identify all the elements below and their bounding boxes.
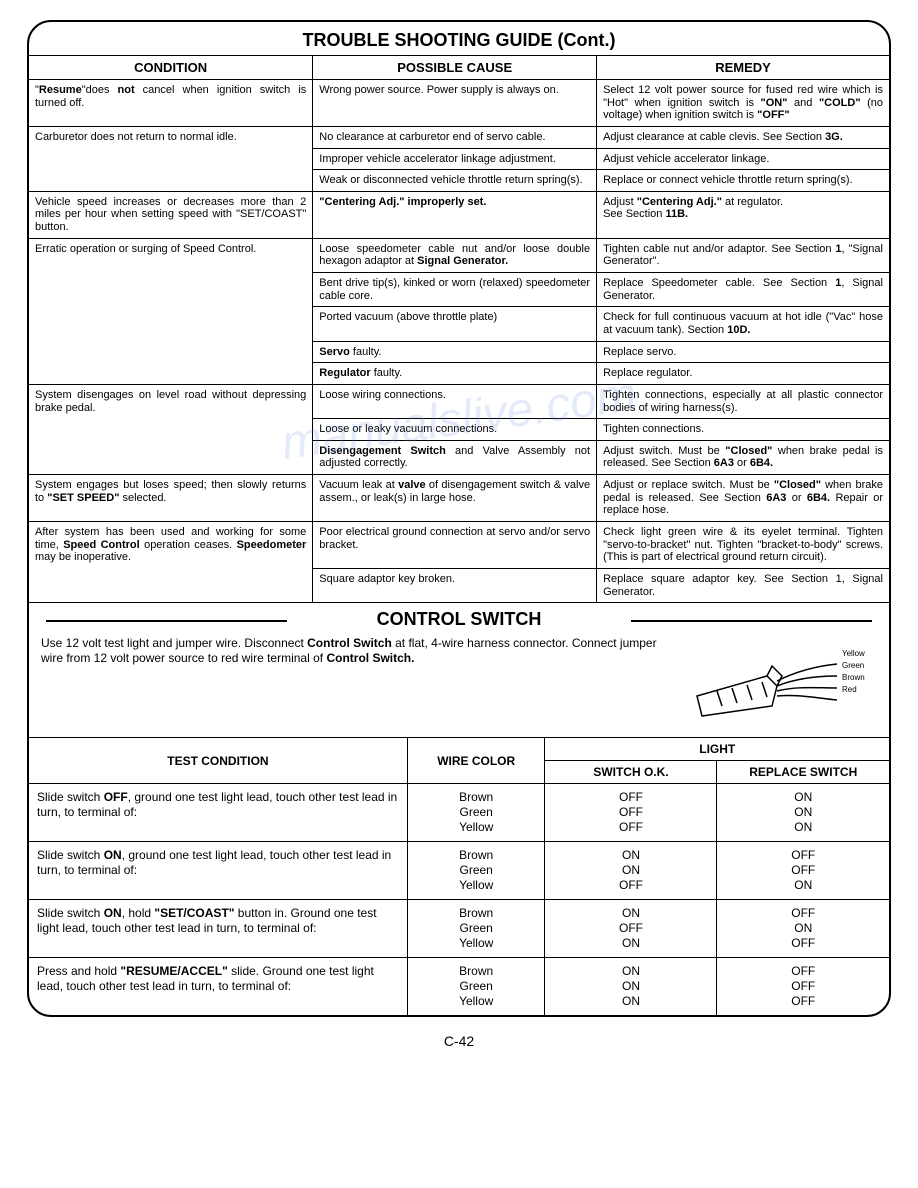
condition-cell: System engages but loses speed; then slo…: [29, 475, 313, 522]
remedy-cell: Replace servo.: [597, 341, 889, 363]
remedy-cell: Replace Speedometer cable. See Section 1…: [597, 273, 889, 307]
cause-cell: Loose wiring connections.: [313, 384, 597, 418]
th-cause: POSSIBLE CAUSE: [313, 56, 597, 80]
remedy-cell: Replace regulator.: [597, 363, 889, 385]
cause-cell: Bent drive tip(s), kinked or worn (relax…: [313, 273, 597, 307]
cause-cell: "Centering Adj." improperly set.: [313, 191, 597, 238]
condition-cell: Erratic operation or surging of Speed Co…: [29, 238, 313, 384]
cause-cell: Loose speedometer cable nut and/or loose…: [313, 238, 597, 272]
th-condition: CONDITION: [29, 56, 313, 80]
condition-cell: "Resume"does not cancel when ignition sw…: [29, 80, 313, 127]
switch-ok-cell: ONONON: [545, 958, 717, 1016]
cause-cell: No clearance at carburetor end of servo …: [313, 126, 597, 148]
th-light: LIGHT: [545, 738, 889, 761]
remedy-cell: Check for full continuous vacuum at hot …: [597, 307, 889, 341]
condition-cell: Carburetor does not return to normal idl…: [29, 126, 313, 191]
troubleshooting-table: CONDITION POSSIBLE CAUSE REMEDY "Resume"…: [29, 56, 889, 603]
remedy-cell: Adjust vehicle accelerator linkage.: [597, 148, 889, 170]
cause-cell: Vacuum leak at valve of disengagement sw…: [313, 475, 597, 522]
remedy-cell: Replace or connect vehicle throttle retu…: [597, 170, 889, 192]
remedy-cell: Select 12 volt power source for fused re…: [597, 80, 889, 127]
page-number: C-42: [20, 1017, 898, 1065]
remedy-cell: Adjust switch. Must be "Closed" when bra…: [597, 440, 889, 474]
cause-cell: Servo faulty.: [313, 341, 597, 363]
control-switch-intro-text: Use 12 volt test light and jumper wire. …: [41, 636, 677, 666]
test-condition-cell: Press and hold "RESUME/ACCEL" slide. Gro…: [29, 958, 407, 1016]
wire-color-cell: BrownGreenYellow: [407, 900, 545, 958]
cause-cell: Square adaptor key broken.: [313, 568, 597, 602]
remedy-cell: Replace square adaptor key. See Section …: [597, 568, 889, 602]
wire-label-yellow: Yellow: [842, 649, 865, 658]
replace-switch-cell: OFFONOFF: [717, 900, 889, 958]
switch-ok-cell: OFFOFFOFF: [545, 784, 717, 842]
control-switch-intro-block: Use 12 volt test light and jumper wire. …: [29, 636, 889, 737]
remedy-cell: Tighten connections, especially at all p…: [597, 384, 889, 418]
th-wire: WIRE COLOR: [407, 738, 545, 784]
switch-ok-cell: ONONOFF: [545, 842, 717, 900]
replace-switch-cell: OFFOFFOFF: [717, 958, 889, 1016]
cause-cell: Disengagement Switch and Valve Assembly …: [313, 440, 597, 474]
main-title: TROUBLE SHOOTING GUIDE (Cont.): [29, 22, 889, 56]
cause-cell: Poor electrical ground connection at ser…: [313, 522, 597, 569]
th-test: TEST CONDITION: [29, 738, 407, 784]
cause-cell: Weak or disconnected vehicle throttle re…: [313, 170, 597, 192]
wire-label-green: Green: [842, 661, 864, 670]
cause-cell: Regulator faulty.: [313, 363, 597, 385]
replace-switch-cell: OFFOFFON: [717, 842, 889, 900]
condition-cell: System disengages on level road without …: [29, 384, 313, 474]
switch-ok-cell: ONOFFON: [545, 900, 717, 958]
test-condition-cell: Slide switch ON, hold "SET/COAST" button…: [29, 900, 407, 958]
condition-cell: After system has been used and working f…: [29, 522, 313, 603]
control-switch-table: TEST CONDITION WIRE COLOR LIGHT SWITCH O…: [29, 737, 889, 1015]
connector-diagram: Yellow Green Brown Red: [677, 636, 877, 729]
remedy-cell: Adjust "Centering Adj." at regulator.See…: [597, 191, 889, 238]
test-condition-cell: Slide switch OFF, ground one test light …: [29, 784, 407, 842]
condition-cell: Vehicle speed increases or decreases mor…: [29, 191, 313, 238]
remedy-cell: Check light green wire & its eyelet term…: [597, 522, 889, 569]
test-condition-cell: Slide switch ON, ground one test light l…: [29, 842, 407, 900]
th-remedy: REMEDY: [597, 56, 889, 80]
cause-cell: Loose or leaky vacuum connections.: [313, 419, 597, 441]
remedy-cell: Adjust clearance at cable clevis. See Se…: [597, 126, 889, 148]
remedy-cell: Tighten cable nut and/or adaptor. See Se…: [597, 238, 889, 272]
wire-color-cell: BrownGreenYellow: [407, 842, 545, 900]
control-switch-title: CONTROL SWITCH: [29, 603, 889, 636]
remedy-cell: Tighten connections.: [597, 419, 889, 441]
wire-color-cell: BrownGreenYellow: [407, 958, 545, 1016]
th-replace: REPLACE SWITCH: [717, 761, 889, 784]
wire-label-red: Red: [842, 685, 857, 694]
replace-switch-cell: ONONON: [717, 784, 889, 842]
page: manualslive.com TROUBLE SHOOTING GUIDE (…: [27, 20, 891, 1017]
wire-color-cell: BrownGreenYellow: [407, 784, 545, 842]
cause-cell: Ported vacuum (above throttle plate): [313, 307, 597, 341]
remedy-cell: Adjust or replace switch. Must be "Close…: [597, 475, 889, 522]
cause-cell: Improper vehicle accelerator linkage adj…: [313, 148, 597, 170]
cause-cell: Wrong power source. Power supply is alwa…: [313, 80, 597, 127]
th-ok: SWITCH O.K.: [545, 761, 717, 784]
wire-label-brown: Brown: [842, 673, 865, 682]
